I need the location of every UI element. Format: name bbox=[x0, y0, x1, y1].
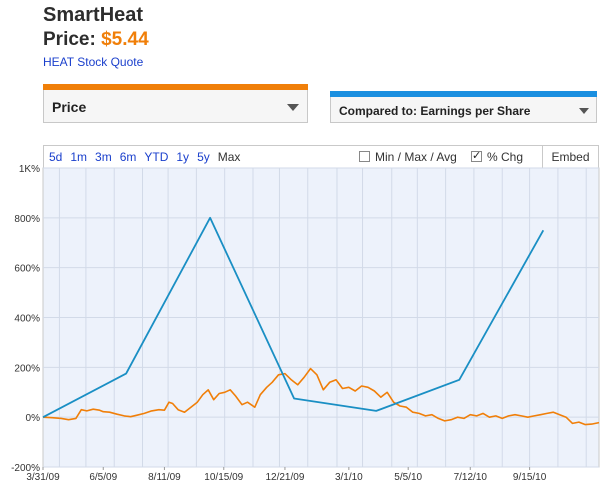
metric-select-label: Price bbox=[52, 99, 87, 115]
y-tick-label: 400% bbox=[14, 314, 40, 325]
chevron-down-icon bbox=[579, 108, 589, 114]
compare-select-label: Compared to: Earnings per Share bbox=[339, 104, 531, 118]
price-value: $5.44 bbox=[101, 29, 149, 50]
x-tick-label: 6/5/09 bbox=[89, 472, 117, 483]
y-tick-label: 600% bbox=[14, 264, 40, 275]
company-name: SmartHeat bbox=[43, 4, 144, 26]
metric-select[interactable]: Price bbox=[43, 84, 308, 123]
chevron-down-icon bbox=[287, 104, 299, 111]
compare-select[interactable]: Compared to: Earnings per Share bbox=[330, 91, 597, 123]
stock-quote-link[interactable]: HEAT Stock Quote bbox=[43, 55, 144, 69]
y-tick-label: 1K% bbox=[19, 164, 40, 175]
metric-accent-bar bbox=[43, 84, 308, 90]
y-tick-label: 800% bbox=[14, 214, 40, 225]
minmax-toggle[interactable]: Min / Max / Avg bbox=[359, 150, 457, 164]
price-series-line bbox=[42, 367, 600, 426]
y-tick-label: -200% bbox=[11, 463, 40, 474]
eps-series-line bbox=[42, 216, 545, 418]
range-6m[interactable]: 6m bbox=[119, 150, 137, 164]
compare-accent-bar bbox=[330, 91, 597, 97]
x-tick-label: 10/15/09 bbox=[204, 472, 243, 483]
x-tick-label: 7/12/10 bbox=[454, 472, 488, 483]
chart-toolbar: 5d 1m 3m 6m YTD 1y 5y Max Min / Max / Avg % Chg… bbox=[43, 145, 599, 168]
range-max[interactable]: Max bbox=[217, 150, 241, 164]
x-tick-label: 3/31/09 bbox=[26, 472, 60, 483]
pchg-toggle[interactable]: % Chg bbox=[471, 149, 524, 164]
x-tick-label: 5/5/10 bbox=[394, 472, 422, 483]
pchg-label: % Chg bbox=[487, 150, 524, 164]
range-1m[interactable]: 1m bbox=[70, 150, 88, 164]
range-selector: 5d 1m 3m 6m YTD 1y 5y Max bbox=[49, 150, 248, 164]
minmax-label: Min / Max / Avg bbox=[375, 150, 457, 164]
x-tick-label: 9/15/10 bbox=[513, 472, 547, 483]
price-label: Price: bbox=[43, 29, 96, 50]
range-5y[interactable]: 5y bbox=[197, 150, 210, 164]
range-3m[interactable]: 3m bbox=[95, 150, 112, 164]
price-line: Price: $5.44 bbox=[43, 29, 149, 51]
x-tick-label: 8/11/09 bbox=[148, 472, 181, 483]
minmax-checkbox[interactable] bbox=[359, 151, 370, 162]
y-tick-label: 200% bbox=[14, 363, 40, 374]
y-tick-label: 0% bbox=[26, 413, 41, 424]
range-1y[interactable]: 1y bbox=[176, 150, 190, 164]
pchg-checkbox[interactable] bbox=[471, 149, 482, 162]
range-5d[interactable]: 5d bbox=[49, 150, 63, 164]
embed-button[interactable]: Embed bbox=[542, 146, 598, 168]
x-tick-label: 3/1/10 bbox=[335, 472, 363, 483]
range-ytd[interactable]: YTD bbox=[144, 150, 169, 164]
x-tick-label: 12/21/09 bbox=[265, 472, 304, 483]
